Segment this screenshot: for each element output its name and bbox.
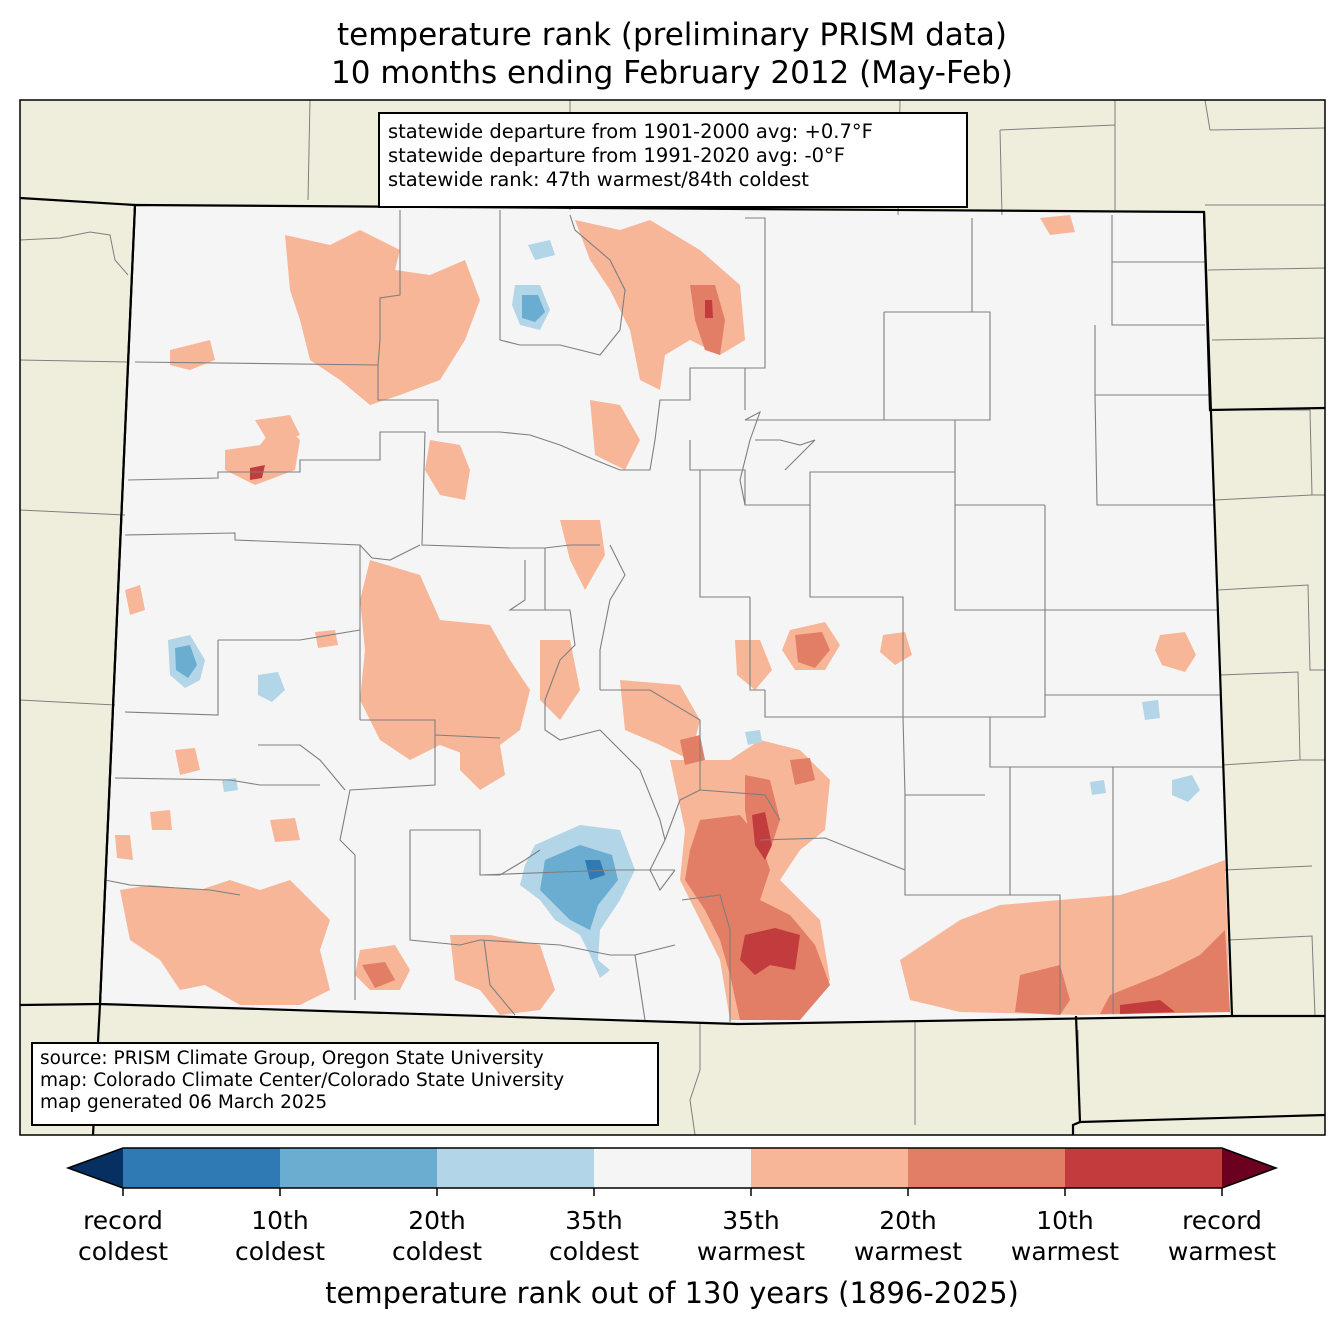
cool-patch <box>258 672 285 702</box>
cool-patch <box>745 730 762 745</box>
warm-patch <box>315 630 338 648</box>
map-title-line1: temperature rank (preliminary PRISM data… <box>336 17 1007 53</box>
warm-patch <box>1015 965 1070 1015</box>
warm-patch <box>285 230 480 405</box>
colorbar-extend-high <box>1222 1148 1276 1188</box>
map-title-line2: 10 months ending February 2012 (May-Feb) <box>331 55 1013 91</box>
cool-patch <box>585 860 605 880</box>
warm-patch <box>150 810 172 830</box>
cool-patch <box>528 240 555 260</box>
colorbar-tick-label: 10th warmest <box>985 1205 1145 1267</box>
stats-departure-1901-2000: statewide departure from 1901-2000 avg: … <box>388 120 873 143</box>
colorbar-title: temperature rank out of 130 years (1896-… <box>325 1276 1019 1310</box>
colorbar-tick-label-rank: record <box>83 1206 163 1235</box>
colorbar-segment <box>594 1148 752 1188</box>
warm-patch <box>540 640 580 720</box>
colorbar-tick-label: record warmest <box>1142 1205 1302 1267</box>
warm-patch <box>1120 1000 1175 1014</box>
colorbar-tick-label-direction: warmest <box>1010 1237 1120 1266</box>
warm-patch <box>795 632 830 668</box>
warm-patch <box>735 640 772 690</box>
warm-patch <box>460 740 505 790</box>
colorbar-tick-label-rank: 10th <box>1036 1206 1094 1235</box>
colorbar-extend-low <box>68 1148 123 1188</box>
source-box: source: PRISM Climate Group, Oregon Stat… <box>31 1042 659 1126</box>
warm-patch <box>362 962 395 988</box>
warm-patch <box>270 818 300 842</box>
warm-patch <box>740 928 800 975</box>
colorbar-tick-label-direction: coldest <box>77 1237 169 1266</box>
colorbar-tick-label: 10th coldest <box>200 1205 360 1267</box>
warm-patch <box>900 860 1230 1015</box>
stats-departure-1991-2020: statewide departure from 1991-2020 avg: … <box>388 144 845 167</box>
warm-patch <box>175 748 200 775</box>
colorbar-segment <box>1065 1148 1223 1188</box>
colorbar-tick-label: 20th warmest <box>828 1205 988 1267</box>
colorbar-segment <box>123 1148 281 1188</box>
cool-patch <box>175 645 197 678</box>
warm-patch <box>880 632 912 665</box>
warm-patch <box>425 440 470 500</box>
warm-patch <box>1155 632 1196 672</box>
county-lines <box>104 210 1223 1022</box>
cool-patch <box>222 778 238 792</box>
warm-patch <box>1100 930 1230 1014</box>
cool-patch <box>1090 780 1106 795</box>
colorbar-tick-label: record coldest <box>43 1205 203 1267</box>
colorbar-tick-label-direction: coldest <box>391 1237 483 1266</box>
warm-patch <box>560 520 605 590</box>
colorbar-tick-label-direction: warmest <box>853 1237 963 1266</box>
warm-patch <box>690 285 725 355</box>
source-line: source: PRISM Climate Group, Oregon Stat… <box>40 1048 544 1069</box>
colorbar-tick-label-direction: coldest <box>548 1237 640 1266</box>
colorbar-tick-label: 20th coldest <box>357 1205 517 1267</box>
warm-patch <box>790 758 815 785</box>
colorbar-tick-label-direction: coldest <box>234 1237 326 1266</box>
colorbar-tick-label-rank: 35th <box>722 1206 780 1235</box>
stats-rank: statewide rank: 47th warmest/84th coldes… <box>388 168 809 191</box>
anomaly-patches <box>115 215 1230 1020</box>
warm-patch <box>120 880 330 1005</box>
colorbar-tick-label: 35th coldest <box>514 1205 674 1267</box>
warm-patch <box>575 220 745 390</box>
colorbar <box>65 1147 1279 1196</box>
cool-patch <box>1172 775 1200 802</box>
colorbar-segment <box>751 1148 909 1188</box>
colorbar-tick-label-rank: 35th <box>565 1206 623 1235</box>
map-credit-line: map: Colorado Climate Center/Colorado St… <box>40 1070 565 1091</box>
colorbar-tick-label-rank: 10th <box>251 1206 309 1235</box>
colorado-state <box>100 205 1232 1024</box>
colorbar-tick-label-rank: 20th <box>879 1206 937 1235</box>
warm-patch <box>450 935 555 1015</box>
warm-patch <box>752 812 772 860</box>
stats-box: statewide departure from 1901-2000 avg: … <box>378 112 968 208</box>
warm-patch <box>680 735 705 765</box>
colorbar-tick-label-rank: record <box>1182 1206 1262 1235</box>
colorbar-segment <box>280 1148 438 1188</box>
warm-patch <box>255 415 300 445</box>
warm-patch <box>125 585 145 615</box>
cool-patch <box>522 295 545 322</box>
colorbar-tick-label-direction: warmest <box>1167 1237 1277 1266</box>
colorbar-tick-label-rank: 20th <box>408 1206 466 1235</box>
generated-date-line: map generated 06 March 2025 <box>40 1092 328 1113</box>
warm-patch <box>705 300 713 318</box>
map-frame <box>19 99 1326 1136</box>
warm-patch <box>115 835 133 860</box>
warm-patch <box>590 400 640 470</box>
colorbar-tick-label-direction: warmest <box>696 1237 806 1266</box>
colorbar-tick-label: 35th warmest <box>671 1205 831 1267</box>
cool-patch <box>1142 700 1160 720</box>
colorbar-segment <box>437 1148 595 1188</box>
warm-patch <box>360 560 530 760</box>
colorbar-segment <box>908 1148 1066 1188</box>
warm-patch <box>1040 215 1075 235</box>
